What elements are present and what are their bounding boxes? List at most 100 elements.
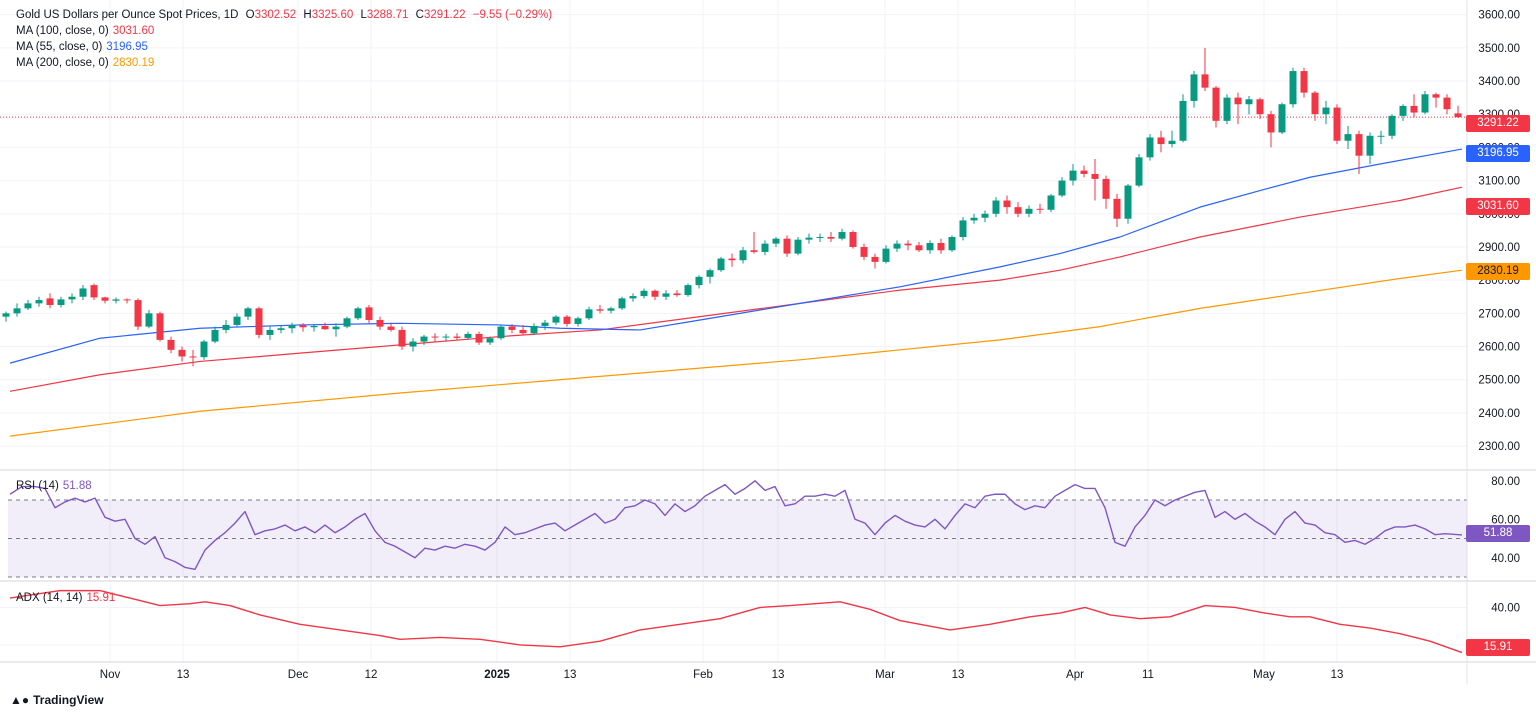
candle-body [717, 258, 725, 271]
candle-body [156, 313, 164, 340]
price-badge-ma100: 3031.60 [1466, 198, 1530, 215]
candle-body [904, 243, 912, 246]
adx-badge: 15.91 [1466, 639, 1530, 656]
ma55-label: MA (55, close, 0) [16, 41, 103, 53]
rsi-badge: 51.88 [1466, 525, 1530, 542]
rsi-value: 51.88 [62, 480, 92, 492]
candle-body [981, 213, 989, 218]
candle-body [1366, 135, 1374, 156]
candle-body [662, 293, 670, 297]
candle-body [1377, 135, 1385, 137]
candle-body [1047, 195, 1055, 210]
adx-grid [0, 606, 1467, 646]
candle-body [1223, 97, 1231, 121]
legend-rsi[interactable]: RSI (14) 51.88 [16, 479, 96, 494]
price-tick-label: 3100.00 [1478, 176, 1520, 188]
adx-value: 15.91 [86, 592, 116, 604]
candle-body [178, 349, 186, 357]
rsi-label: RSI (14) [16, 480, 59, 492]
time-tick-label: Nov [100, 669, 121, 681]
candle-body [1190, 74, 1198, 101]
candle-body [970, 217, 978, 221]
candle-body [1311, 92, 1319, 115]
ma100-label: MA (100, close, 0) [16, 25, 109, 37]
candle-body [1344, 134, 1352, 141]
candle-body [376, 319, 384, 327]
candle-body [475, 333, 483, 343]
candle-body [24, 303, 32, 309]
candle-body [783, 238, 791, 254]
candle-body [244, 308, 252, 317]
candle-body [497, 326, 505, 339]
ma-line [9, 269, 1463, 437]
candle-body [57, 299, 65, 306]
candle-body [310, 325, 318, 328]
adx-label: ADX (14, 14) [16, 592, 83, 604]
rsi-panel [9, 480, 1463, 571]
time-tick-label: 13 [177, 669, 190, 681]
candle-body [409, 341, 417, 347]
candle-body [365, 307, 373, 320]
candle-body [134, 300, 142, 327]
price-panel [0, 47, 1467, 437]
candle-body [1234, 97, 1242, 105]
legend-ma100[interactable]: MA (100, close, 0) 3031.60 [16, 24, 158, 39]
time-tick-label: Feb [693, 669, 713, 681]
candle-body [959, 220, 967, 237]
ma55-value: 3196.95 [106, 41, 148, 53]
legend-adx[interactable]: ADX (14, 14) 15.91 [16, 591, 119, 606]
time-tick-label: 13 [1331, 669, 1344, 681]
candle-body [739, 250, 747, 261]
candle-body [684, 285, 692, 296]
candle-body [1410, 105, 1418, 113]
candle-body [1256, 99, 1264, 115]
price-badge-close: 3291.22 [1466, 115, 1530, 132]
candle-body [772, 238, 780, 244]
ma100-value: 3031.60 [112, 25, 155, 37]
candle-body [706, 270, 714, 277]
price-tick-label: 3400.00 [1478, 76, 1520, 88]
candle-body [926, 242, 934, 251]
candle-body [1025, 208, 1033, 214]
price-badge-ma200: 2830.19 [1466, 263, 1530, 280]
price-tick-label: 2700.00 [1478, 308, 1520, 320]
symbol-title: Gold US Dollars per Ounce Spot Prices, 1… [16, 9, 239, 21]
time-tick-label: Apr [1066, 669, 1084, 681]
candle-body [431, 336, 439, 338]
candle-body [1278, 104, 1286, 133]
candle-body [1036, 208, 1044, 210]
legend-ma55[interactable]: MA (55, close, 0) 3196.95 [16, 40, 152, 55]
candle-body [563, 316, 571, 324]
candle-body [398, 329, 406, 347]
candle-body [1124, 185, 1132, 219]
candle-body [343, 318, 351, 327]
rsi-tick-label: 60.00 [1491, 514, 1520, 526]
adx-panel [9, 589, 1463, 654]
time-tick-label: Mar [875, 669, 895, 681]
candle-body [1245, 99, 1253, 105]
candle-body [541, 322, 549, 326]
legend-ma200[interactable]: MA (200, close, 0) 2830.19 [16, 56, 158, 71]
candle-body [1168, 140, 1176, 145]
candle-body [299, 325, 307, 328]
candle-body [453, 336, 461, 338]
candle-body [1289, 71, 1297, 105]
candle-body [640, 290, 648, 297]
open-value: 3302.52 [254, 9, 297, 21]
time-tick-label: 12 [365, 669, 378, 681]
candle-body [420, 336, 428, 342]
candle-body [728, 258, 736, 261]
candle-body [1322, 107, 1330, 115]
candle-body [486, 338, 494, 343]
candle-body [508, 326, 516, 330]
candle-body [464, 333, 472, 338]
candle-body [629, 296, 637, 299]
candle-body [123, 299, 131, 301]
candle-body [1179, 100, 1187, 141]
price-tick-label: 2400.00 [1478, 408, 1520, 420]
change-value: −9.55 (−0.29%) [472, 9, 553, 21]
candle-body [200, 341, 208, 358]
candle-body [860, 246, 868, 257]
tradingview-logo[interactable]: ▲● TradingView [10, 693, 104, 707]
